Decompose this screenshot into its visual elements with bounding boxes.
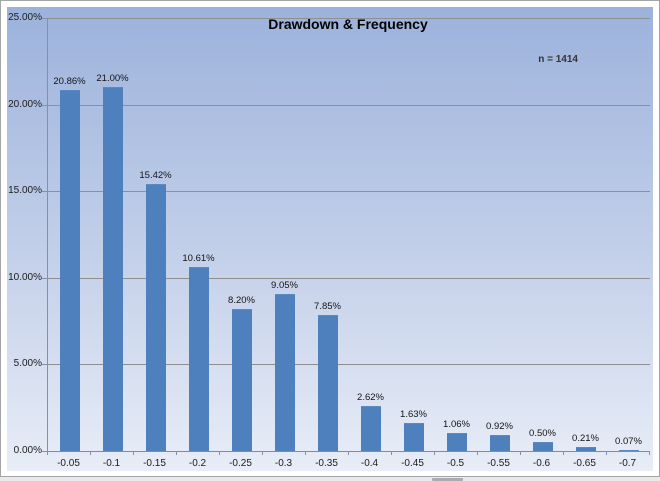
bar-value-label: 0.07% [615,436,642,447]
x-axis-tick-mark [47,451,48,455]
bar--0.1[interactable] [102,87,123,451]
x-axis-tick-label: -0.4 [360,458,379,469]
y-axis-tick-label: 0.00% [13,445,42,456]
x-axis-tick-label: -0.5 [446,458,465,469]
chart-title: Drawdown & Frequency [268,16,428,32]
bar--0.3[interactable] [274,294,295,451]
bar--0.65[interactable] [575,447,596,451]
x-axis-tick-label: -0.6 [532,458,551,469]
bar-value-label: 1.06% [443,419,470,430]
x-axis-tick-label: -0.15 [143,458,166,469]
bar--0.15[interactable] [145,184,166,451]
bar--0.35[interactable] [317,315,338,451]
bar-value-label: 8.20% [228,295,255,306]
y-axis-tick-mark [42,18,47,19]
x-axis-tick-mark [391,451,392,455]
bar--0.4[interactable] [360,406,381,451]
x-axis-tick-mark [649,451,650,455]
y-axis-tick-mark [42,364,47,365]
bar-value-label: 0.92% [486,421,513,432]
x-axis-tick-label: -0.7 [618,458,637,469]
bar--0.5[interactable] [446,433,467,451]
y-axis-tick-label: 15.00% [8,185,42,196]
y-axis-tick-label: 25.00% [8,12,42,23]
x-axis-tick-label: -0.3 [274,458,293,469]
bar--0.55[interactable] [489,435,510,451]
bar-value-label: 21.00% [96,73,129,84]
x-axis-tick-mark [563,451,564,455]
x-axis-tick-mark [520,451,521,455]
x-axis-line [48,451,650,452]
y-axis-tick-mark [42,191,47,192]
x-axis-tick-label: -0.65 [573,458,596,469]
scrollbar-fragment[interactable] [432,478,463,481]
x-axis-tick-mark [90,451,91,455]
x-axis-tick-mark [434,451,435,455]
y-axis-tick-mark [42,451,47,452]
x-axis-tick-mark [262,451,263,455]
bar-value-label: 1.63% [400,409,427,420]
x-axis-tick-label: -0.45 [401,458,424,469]
bar-value-label: 15.42% [139,170,172,181]
x-axis-tick-mark [133,451,134,455]
sample-size-annotation: n = 1414 [538,54,578,65]
bar-value-label: 9.05% [271,280,298,291]
plot-area[interactable]: 20.86% 21.00% 15.42% 10.61% 8.20% 9.05% 7.85% 2… [47,18,650,452]
x-axis-tick-label: -0.25 [229,458,252,469]
bar-value-label: 2.62% [357,392,384,403]
bar--0.25[interactable] [231,309,252,451]
bar-value-label: 0.50% [529,428,556,439]
x-axis-tick-label: -0.55 [487,458,510,469]
y-axis-tick-mark [42,105,47,106]
bar-value-label: 20.86% [53,76,86,87]
background-strip [0,477,660,481]
x-axis-tick-mark [305,451,306,455]
x-axis-tick-mark [219,451,220,455]
y-axis-tick-label: 20.00% [8,99,42,110]
y-axis-tick-label: 10.00% [8,272,42,283]
y-axis-tick-label: 5.00% [13,358,42,369]
gridline [48,278,650,279]
x-axis-tick-mark [176,451,177,455]
x-axis-tick-mark [477,451,478,455]
bar--0.05[interactable] [59,90,80,451]
bar--0.2[interactable] [188,267,209,451]
gridline [48,191,650,192]
bar--0.6[interactable] [532,442,553,451]
bar--0.7[interactable] [618,450,639,451]
chart-area[interactable]: Drawdown & Frequency n = 1414 20.86% 21.0… [7,7,653,471]
x-axis-tick-label: -0.2 [188,458,207,469]
bar--0.45[interactable] [403,423,424,451]
bar-value-label: 0.21% [572,433,599,444]
gridline [48,105,650,106]
x-axis-tick-label: -0.05 [57,458,80,469]
x-axis-tick-mark [348,451,349,455]
y-axis-tick-mark [42,278,47,279]
x-axis-tick-label: -0.35 [315,458,338,469]
bar-value-label: 10.61% [182,253,215,264]
x-axis-tick-label: -0.1 [102,458,121,469]
bar-value-label: 7.85% [314,301,341,312]
gridline [48,364,650,365]
gridline [48,18,650,19]
x-axis-tick-mark [606,451,607,455]
